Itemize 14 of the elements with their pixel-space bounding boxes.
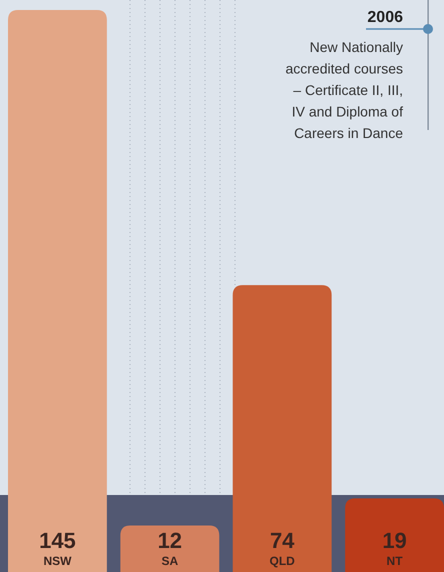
annotation: New Nationally accredited courses – Certificate II, III, IV and Diploma of Careers in Dance bbox=[285, 39, 404, 141]
x-tick-label: SA bbox=[161, 554, 178, 568]
data-label: 74 bbox=[270, 528, 296, 553]
data-label: 145 bbox=[39, 528, 76, 553]
bar bbox=[8, 10, 107, 572]
bar bbox=[120, 525, 220, 572]
annotation: 2006 bbox=[367, 9, 404, 26]
bar bbox=[232, 285, 332, 572]
data-label: 12 bbox=[158, 528, 182, 553]
bar bbox=[345, 498, 444, 572]
x-tick-label: QLD bbox=[270, 554, 296, 568]
x-tick-label: NSW bbox=[43, 554, 72, 568]
x-tick-label: NT bbox=[386, 554, 404, 568]
data-label: 19 bbox=[382, 528, 407, 553]
